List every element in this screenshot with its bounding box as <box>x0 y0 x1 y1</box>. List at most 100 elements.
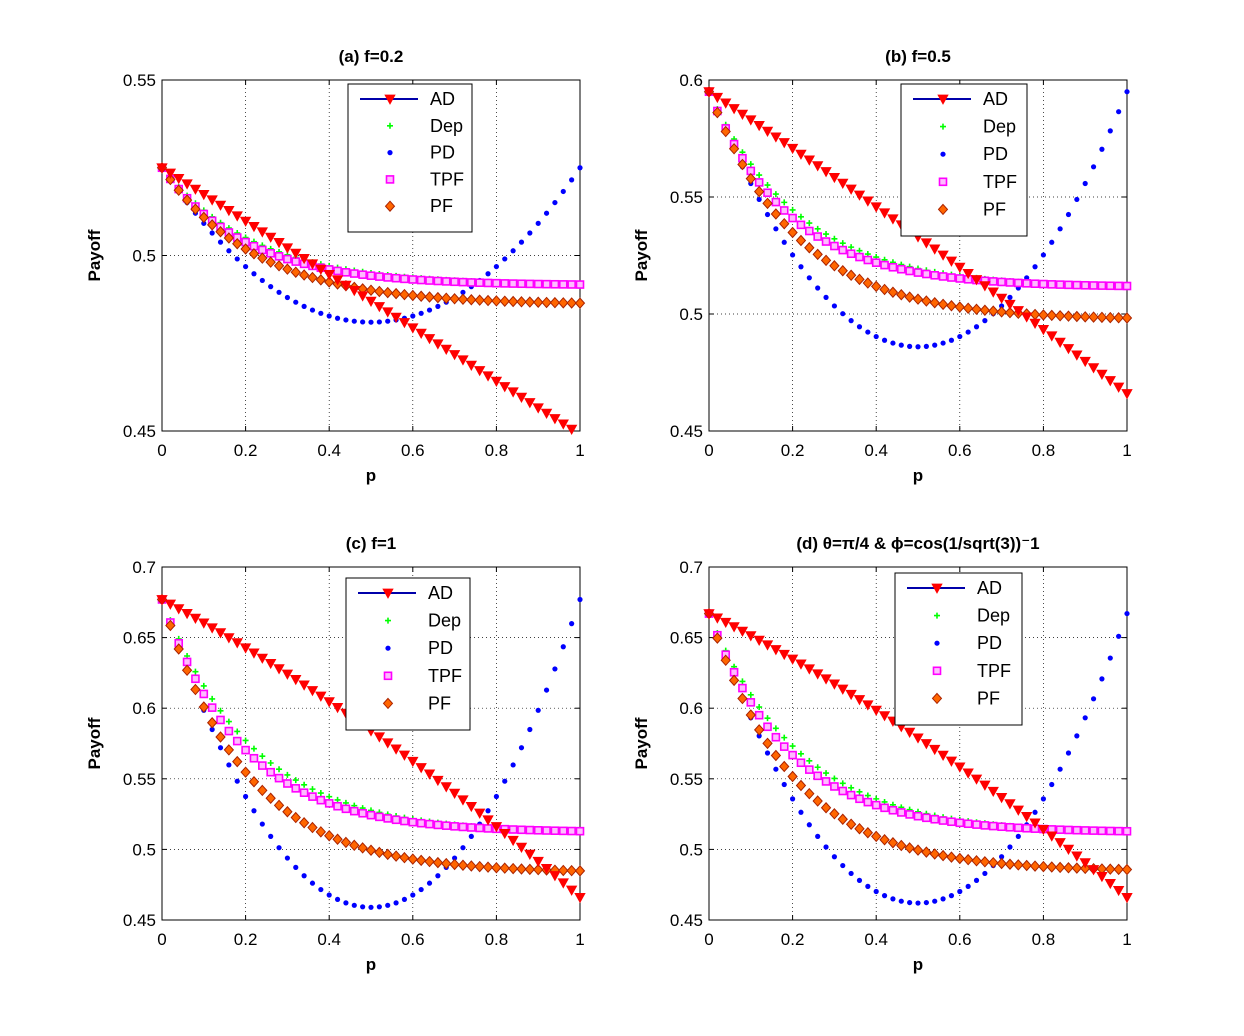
point-tpf <box>558 826 568 836</box>
point-ad <box>1054 337 1066 348</box>
point-tpf <box>938 272 948 281</box>
point-ad <box>812 161 824 172</box>
point-pf <box>165 173 176 186</box>
point-ad <box>256 653 268 664</box>
point-ad <box>1021 812 1033 823</box>
legend-marker-dep <box>385 617 391 624</box>
point-tpf <box>425 276 434 285</box>
point-pd <box>268 833 274 839</box>
point-ad <box>356 291 369 302</box>
legend-marker-pf <box>384 200 396 212</box>
point-pd <box>401 896 408 903</box>
point-ad <box>920 238 933 249</box>
point-pf <box>871 830 882 843</box>
point-ad <box>281 243 294 254</box>
point-tpf <box>441 277 451 286</box>
point-pd <box>268 284 274 290</box>
point-ad <box>720 98 732 109</box>
point-tpf <box>299 788 309 797</box>
y-tick-label: 0.45 <box>123 911 156 930</box>
point-ad <box>323 270 335 281</box>
point-ad <box>887 214 899 225</box>
point-pd <box>923 899 929 906</box>
point-pd <box>226 762 232 768</box>
point-pf <box>491 295 502 307</box>
point-pf <box>1088 311 1099 323</box>
point-ad <box>745 631 757 642</box>
point-tpf <box>1080 280 1090 290</box>
point-pd <box>890 340 896 346</box>
point-pd <box>907 343 913 349</box>
point-tpf <box>988 821 998 831</box>
point-pf <box>929 848 940 860</box>
point-dep <box>276 766 283 773</box>
legend: AD Dep PD TPF PF <box>347 83 473 233</box>
point-ad <box>862 700 874 711</box>
point-dep <box>756 172 763 179</box>
point-pd <box>823 294 829 300</box>
point-pd <box>1057 226 1063 232</box>
point-pd <box>569 621 575 627</box>
point-ad <box>845 184 857 195</box>
point-ad <box>465 360 477 371</box>
point-ad <box>1121 389 1133 400</box>
point-pf <box>896 839 907 852</box>
point-pd <box>1040 796 1046 802</box>
point-dep <box>250 745 257 752</box>
point-pd <box>485 808 491 814</box>
point-pd <box>460 289 466 295</box>
point-pf <box>753 724 765 736</box>
point-pf <box>762 197 773 210</box>
point-pf <box>524 296 536 308</box>
point-pf <box>921 846 932 858</box>
point-pf <box>248 776 260 788</box>
point-pf <box>516 863 527 875</box>
point-dep <box>823 770 830 777</box>
point-ad <box>273 238 285 249</box>
point-pd <box>790 796 796 802</box>
point-ad <box>820 167 832 178</box>
point-pf <box>282 263 293 275</box>
point-dep <box>797 750 804 757</box>
point-tpf <box>575 826 585 836</box>
point-pf <box>499 295 510 307</box>
point-pf <box>887 286 899 298</box>
point-ad <box>223 206 235 217</box>
point-tpf <box>1064 825 1073 835</box>
point-pd <box>1065 211 1072 218</box>
point-pf <box>232 755 243 768</box>
point-pf <box>879 283 890 296</box>
point-tpf <box>517 279 526 289</box>
point-pd <box>569 177 575 183</box>
point-pf <box>854 822 865 835</box>
point-tpf <box>542 826 551 835</box>
point-pf <box>574 865 586 877</box>
point-tpf <box>266 248 275 258</box>
point-ad <box>490 822 503 833</box>
point-tpf <box>754 710 764 720</box>
x-tick-label: 0.2 <box>781 930 805 949</box>
point-tpf <box>366 271 376 280</box>
point-tpf <box>400 816 409 826</box>
point-pf <box>804 787 815 800</box>
point-pd <box>418 886 424 893</box>
point-pf <box>482 294 494 307</box>
point-pd <box>577 165 583 171</box>
point-pf <box>820 801 832 814</box>
point-tpf <box>467 278 476 287</box>
legend-label-ad: AD <box>428 583 453 603</box>
point-pf <box>407 853 418 865</box>
point-tpf <box>425 819 434 829</box>
point-pf <box>491 861 502 874</box>
x-tick-label: 0 <box>157 930 166 949</box>
point-ad <box>298 680 310 691</box>
point-tpf <box>199 689 209 699</box>
legend-box <box>347 83 473 233</box>
y-tick-label: 0.5 <box>679 305 703 324</box>
point-ad <box>256 227 268 238</box>
point-pf <box>988 305 999 317</box>
point-ad <box>1071 851 1083 862</box>
point-ad <box>248 648 260 659</box>
point-pf <box>1080 311 1091 323</box>
point-pd <box>865 329 871 335</box>
